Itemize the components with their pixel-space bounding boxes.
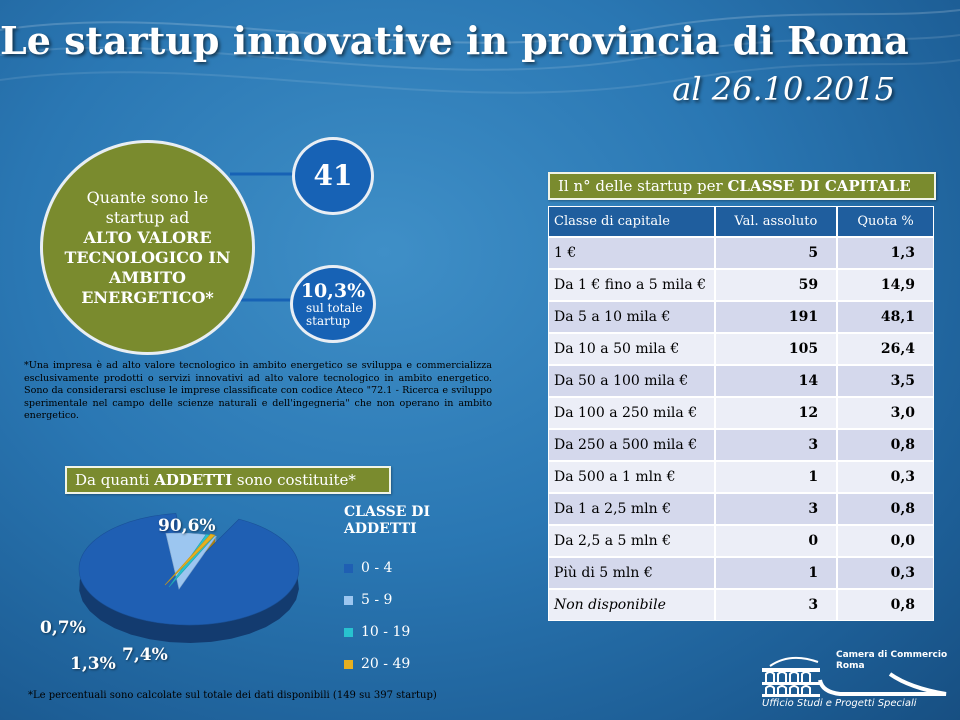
cell-quota: 1,3	[837, 237, 934, 269]
cell-valore: 1	[714, 557, 838, 589]
cell-valore: 105	[714, 333, 838, 365]
cell-classe: Da 2,5 a 5 mln €	[548, 525, 715, 557]
table-row: Da 500 a 1 mln €1 0,3	[548, 461, 934, 493]
table-row: Da 5 a 10 mila €191 48,1	[548, 301, 934, 333]
cell-valore: 5	[714, 237, 838, 269]
cell-quota: 3,0	[837, 397, 934, 429]
percent-bubble: 10,3% sul totale startup	[290, 265, 376, 343]
cell-valore: 1	[714, 461, 838, 493]
col-header-valore: Val. assoluto	[714, 206, 838, 237]
capital-header: Il n° delle startup per CLASSE DI CAPITA…	[548, 172, 936, 200]
pie-label-0-4: 90,6%	[158, 516, 216, 536]
capital-table-body: 1 €5 1,3 Da 1 € fino a 5 mila €59 14,9 Da 5 …	[548, 237, 934, 621]
cell-valore: 0	[714, 525, 838, 557]
background-waves	[0, 9, 960, 94]
page-title: Le startup innovative in provincia di Ro…	[0, 18, 909, 63]
cell-quota: 0,3	[837, 461, 934, 493]
table-row: Più di 5 mln €1 0,3	[548, 557, 934, 589]
logo-name: Camera di Commercio Roma	[836, 650, 947, 672]
cell-quota: 0,0	[837, 525, 934, 557]
pie-label-20-49: 0,7%	[40, 618, 86, 638]
cell-quota: 48,1	[837, 301, 934, 333]
legend-label: 0 - 4	[361, 560, 393, 576]
cell-quota: 0,8	[837, 589, 934, 621]
cell-classe: Non disponibile	[548, 589, 715, 621]
cell-classe: Più di 5 mln €	[548, 557, 715, 589]
cell-valore: 191	[714, 301, 838, 333]
pie-legend: CLASSE DI ADDETTI 0 - 4 5 - 9 10 - 19 20…	[344, 504, 464, 680]
cell-classe: Da 250 a 500 mila €	[548, 429, 715, 461]
count-bubble: 41	[292, 137, 374, 215]
cell-classe: Da 5 a 10 mila €	[548, 301, 715, 333]
col-header-classe: Classe di capitale	[548, 206, 715, 237]
question-highlight: ALTO VALORE TECNOLOGICO IN AMBITO ENERGE…	[64, 227, 231, 307]
logo-name-line2: Roma	[836, 661, 865, 671]
cell-quota: 14,9	[837, 269, 934, 301]
legend-item-0-4: 0 - 4	[344, 552, 464, 584]
table-row: Da 100 a 250 mila €12 3,0	[548, 397, 934, 429]
addetti-header-bold: ADDETTI	[154, 471, 233, 489]
cell-valore: 59	[714, 269, 838, 301]
table-row: Da 2,5 a 5 mln €0 0,0	[548, 525, 934, 557]
cell-valore: 14	[714, 365, 838, 397]
legend-item-5-9: 5 - 9	[344, 584, 464, 616]
cell-valore: 12	[714, 397, 838, 429]
pie-label-5-9: 7,4%	[122, 645, 168, 665]
cell-valore: 3	[714, 493, 838, 525]
table-row: 1 €5 1,3	[548, 237, 934, 269]
logo-name-line1: Camera di Commercio	[836, 650, 948, 660]
table-row: Da 10 a 50 mila €105 26,4	[548, 333, 934, 365]
legend-swatch	[344, 595, 353, 605]
definition-note: *Una impresa è ad alto valore tecnologic…	[24, 360, 492, 422]
percent-value: 10,3%	[300, 280, 366, 302]
cell-classe: Da 100 a 250 mila €	[548, 397, 715, 429]
legend-label: 10 - 19	[361, 624, 411, 640]
capital-header-prefix: Il n° delle startup per	[558, 177, 728, 195]
cell-classe: Da 1 a 2,5 mln €	[548, 493, 715, 525]
legend-label: 20 - 49	[361, 656, 411, 672]
addetti-header-suffix: sono costituite*	[232, 471, 356, 489]
table-row: Da 250 a 500 mila €3 0,8	[548, 429, 934, 461]
legend-label: 5 - 9	[361, 592, 393, 608]
table-row: Da 50 a 100 mila €14 3,5	[548, 365, 934, 397]
logo-subtitle: Ufficio Studi e Progetti Speciali	[762, 698, 917, 709]
pie-label-10-19: 1,3%	[70, 654, 116, 674]
cell-valore: 3	[714, 429, 838, 461]
addetti-pie-chart	[78, 513, 300, 643]
cell-valore: 3	[714, 589, 838, 621]
page-subtitle: al 26.10.2015	[672, 70, 895, 108]
addetti-header-prefix: Da quanti	[75, 471, 155, 489]
cell-classe: Da 10 a 50 mila €	[548, 333, 715, 365]
cell-quota: 26,4	[837, 333, 934, 365]
legend-title: CLASSE DI ADDETTI	[344, 504, 430, 537]
addetti-header: Da quanti ADDETTI sono costituite*	[65, 466, 391, 494]
legend-swatch	[344, 627, 353, 637]
cell-classe: Da 1 € fino a 5 mila €	[548, 269, 715, 301]
colosseum-logo-icon	[762, 656, 947, 697]
percent-caption: sul totale startup	[306, 301, 363, 328]
cell-quota: 0,8	[837, 429, 934, 461]
table-row: Da 1 € fino a 5 mila €59 14,9	[548, 269, 934, 301]
question-text: Quante sono le startup ad	[86, 187, 209, 227]
footnote: *Le percentuali sono calcolate sul total…	[28, 690, 437, 701]
legend-swatch	[344, 563, 353, 573]
legend-swatch	[344, 659, 353, 669]
pie-slice-20-49	[164, 533, 216, 586]
table-row: Da 1 a 2,5 mln €3 0,8	[548, 493, 934, 525]
capital-table: Classe di capitale Val. assoluto Quota %…	[548, 206, 934, 621]
table-header-row: Classe di capitale Val. assoluto Quota %	[548, 206, 934, 237]
cell-classe: 1 €	[548, 237, 715, 269]
legend-item-10-19: 10 - 19	[344, 616, 464, 648]
cell-quota: 3,5	[837, 365, 934, 397]
cell-quota: 0,8	[837, 493, 934, 525]
table-row: Non disponibile 3 0,8	[548, 589, 934, 621]
cell-quota: 0,3	[837, 557, 934, 589]
cell-classe: Da 50 a 100 mila €	[548, 365, 715, 397]
col-header-quota: Quota %	[837, 206, 934, 237]
legend-item-20-49: 20 - 49	[344, 648, 464, 680]
capital-header-bold: CLASSE DI CAPITALE	[727, 177, 911, 195]
question-circle: Quante sono le startup ad ALTO VALORE TE…	[40, 140, 255, 355]
cell-classe: Da 500 a 1 mln €	[548, 461, 715, 493]
